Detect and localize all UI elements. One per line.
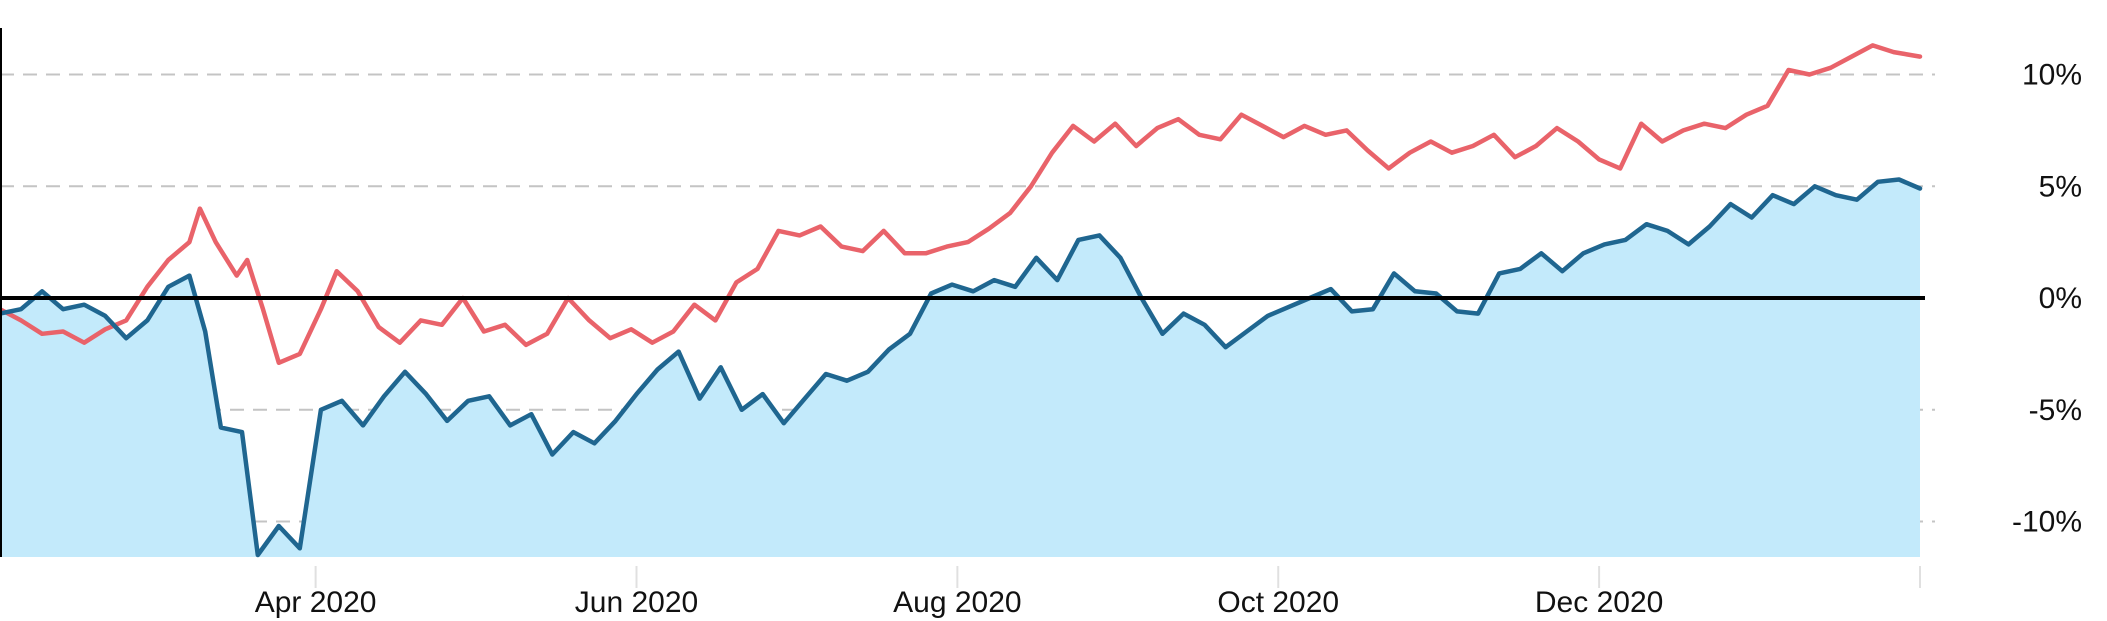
series-1-line (0, 177, 1923, 558)
x-tick-label-0: Apr 2020 (255, 586, 377, 619)
tick-labels: Apr 2020 Jun 2020 Aug 2020 Oct 2020 Dec 2020… (255, 59, 2082, 620)
line-layer (0, 43, 1923, 558)
series-0-line (0, 43, 1923, 366)
x-tick-label-2: Aug 2020 (893, 586, 1021, 619)
series-1-area (0, 179, 1920, 557)
axes (0, 28, 1925, 588)
y-tick-label-1: 5% (2039, 170, 2082, 203)
y-tick-label-4: -10% (2012, 506, 2082, 539)
x-tick-label-3: Oct 2020 (1217, 586, 1339, 619)
y-tick-label-2: 0% (2039, 282, 2082, 315)
x-tick-label-4: Dec 2020 (1535, 586, 1663, 619)
x-tick-label-1: Jun 2020 (575, 586, 698, 619)
area-layer (0, 179, 1920, 557)
y-tick-label-0: 10% (2022, 59, 2082, 92)
y-tick-label-3: -5% (2029, 394, 2082, 427)
